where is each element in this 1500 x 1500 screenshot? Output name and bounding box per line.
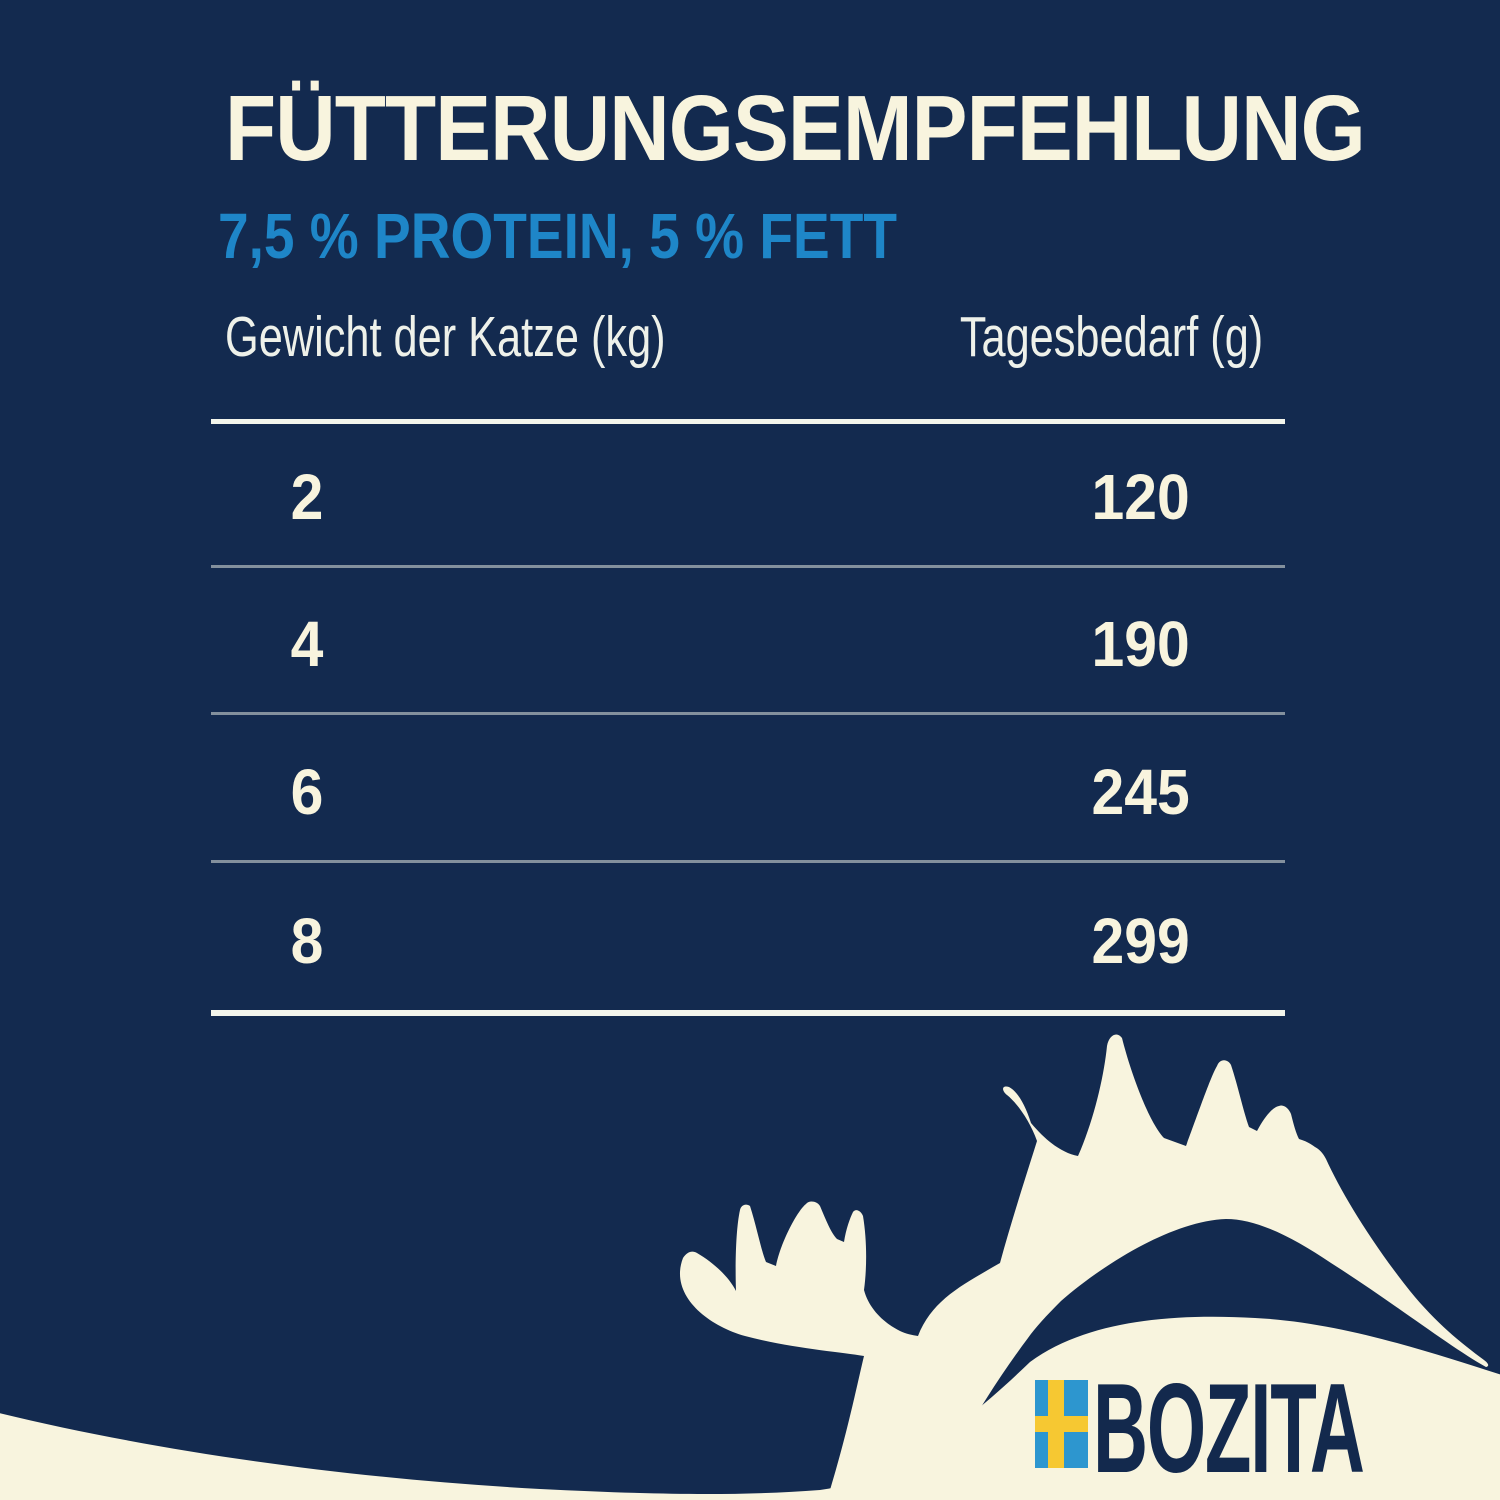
swedish-flag-icon bbox=[1035, 1380, 1088, 1468]
page-title: FÜTTERUNGSEMPFEHLUNG bbox=[225, 76, 1366, 180]
table-row-weight: 4 bbox=[290, 608, 324, 680]
table-bottom-rule bbox=[211, 1010, 1285, 1016]
table-row-amount: 190 bbox=[1091, 608, 1190, 680]
column-header-amount: Tagesbedarf (g) bbox=[959, 305, 1263, 369]
table-row-amount: 120 bbox=[1091, 461, 1190, 533]
table-row-weight: 6 bbox=[290, 756, 324, 828]
column-header-weight: Gewicht der Katze (kg) bbox=[225, 305, 666, 369]
brand-logo-text: BOZITA bbox=[1093, 1357, 1365, 1499]
row-divider bbox=[211, 565, 1285, 568]
flag-cross-horizontal bbox=[1035, 1416, 1088, 1432]
table-top-rule bbox=[211, 419, 1285, 424]
row-divider bbox=[211, 712, 1285, 715]
row-divider bbox=[211, 860, 1285, 863]
table-row-amount: 245 bbox=[1091, 756, 1190, 828]
table-row-amount: 299 bbox=[1091, 905, 1190, 977]
table-row-weight: 8 bbox=[290, 905, 324, 977]
page-subtitle: 7,5 % PROTEIN, 5 % FETT bbox=[218, 200, 897, 272]
table-row-weight: 2 bbox=[290, 461, 324, 533]
